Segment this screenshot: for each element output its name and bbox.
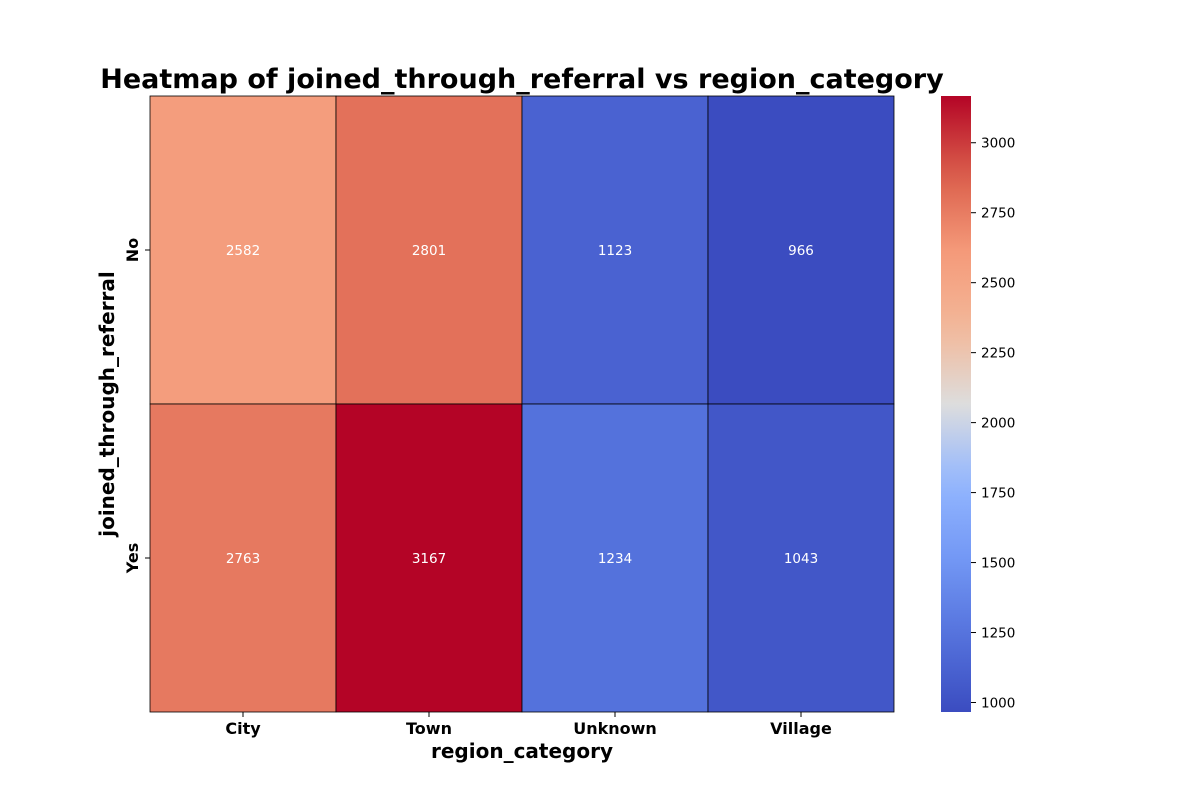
heatmap-cell-yes-city: [149, 403, 337, 713]
cell-annotation: 1123: [598, 243, 632, 259]
cell-annotation: 2763: [226, 551, 260, 567]
cell-annotation: 2801: [412, 243, 446, 259]
x-tick-labels: City Town Unknown Village: [225, 712, 832, 738]
cell-annotation: 1043: [784, 551, 818, 567]
x-tick-label: Village: [770, 719, 832, 738]
chart-title: Heatmap of joined_through_referral vs re…: [100, 64, 944, 95]
x-tick-label: Unknown: [573, 719, 657, 738]
heatmap-cells: 2582 2801 1123 966 2763 3167 1234 1043: [149, 95, 895, 713]
colorbar-tick-label: 2500: [981, 276, 1015, 292]
cell-annotation: 2582: [226, 243, 260, 259]
heatmap-cell-no-unknown: [521, 95, 709, 405]
heatmap-cell-no-city: [149, 95, 337, 405]
y-tick-label: No: [123, 238, 142, 262]
colorbar-tick-label: 2750: [981, 206, 1015, 222]
colorbar-tick-label: 3000: [981, 136, 1015, 152]
colorbar-tick-label: 1500: [981, 556, 1015, 572]
x-axis-label: region_category: [431, 739, 613, 763]
cell-annotation: 966: [788, 243, 814, 259]
colorbar-gradient: [941, 96, 971, 712]
cell-annotation: 1234: [598, 551, 632, 567]
y-axis-label: joined_through_referral: [95, 271, 119, 538]
colorbar-tick-label: 1750: [981, 486, 1015, 502]
colorbar-tick-label: 1000: [981, 695, 1015, 711]
heatmap-cell-yes-unknown: [521, 403, 709, 713]
y-tick-label: Yes: [123, 543, 142, 575]
colorbar-tick-label: 2250: [981, 346, 1015, 362]
cell-annotation: 3167: [412, 551, 446, 567]
y-tick-labels: No Yes: [123, 238, 150, 574]
x-tick-label: City: [225, 719, 261, 738]
heatmap-cell-yes-town: [335, 403, 523, 713]
colorbar: 1000 1250 1500 1750 2000 2250 2500 2750 3000: [941, 96, 1015, 712]
heatmap-cell-yes-village: [707, 403, 895, 713]
colorbar-tick-label: 2000: [981, 416, 1015, 432]
heatmap-cell-no-town: [335, 95, 523, 405]
colorbar-tick-label: 1250: [981, 626, 1015, 642]
x-tick-label: Town: [406, 719, 452, 738]
heatmap-cell-no-village: [707, 95, 895, 405]
